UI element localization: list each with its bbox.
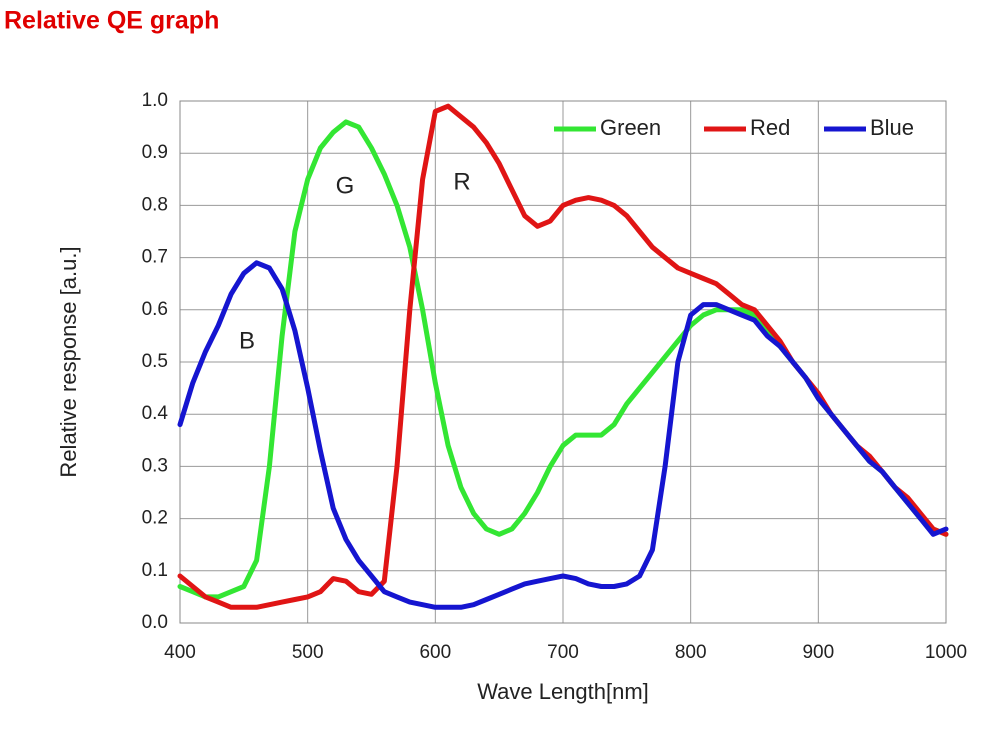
y-tick-label: 0.9 — [142, 142, 168, 163]
annotation: B — [239, 327, 255, 354]
annotation: G — [336, 172, 355, 199]
plot-frame — [179, 100, 947, 624]
x-tick-label: 1000 — [925, 642, 967, 663]
x-tick-label: 800 — [675, 642, 707, 663]
x-tick-label: 400 — [164, 642, 196, 663]
y-tick-label: 0.6 — [142, 299, 168, 320]
legend-label: Green — [600, 115, 661, 140]
x-tick-label: 600 — [419, 642, 451, 663]
legend-label: Blue — [870, 115, 914, 140]
y-tick-label: 0.1 — [142, 560, 168, 581]
y-tick-label: 0.7 — [142, 247, 168, 268]
x-tick-label: 900 — [802, 642, 834, 663]
legend-label: Red — [750, 115, 790, 140]
x-tick-label: 700 — [547, 642, 579, 663]
y-tick-label: 0.3 — [142, 455, 168, 476]
y-tick-label: 1.0 — [142, 90, 168, 111]
y-tick-label: 0.0 — [142, 612, 168, 633]
series-line — [177, 260, 949, 610]
chart-title: Relative QE graph — [4, 7, 219, 35]
y-tick-label: 0.8 — [142, 194, 168, 215]
y-axis-label: Relative response [a.u.] — [56, 246, 81, 477]
annotation: R — [453, 168, 470, 195]
y-tick-label: 0.5 — [142, 351, 168, 372]
y-tick-label: 0.2 — [142, 508, 168, 529]
x-tick-label: 500 — [292, 642, 324, 663]
y-tick-label: 0.4 — [142, 403, 169, 424]
series-line — [177, 103, 949, 610]
x-axis-label: Wave Length[nm] — [477, 679, 649, 704]
